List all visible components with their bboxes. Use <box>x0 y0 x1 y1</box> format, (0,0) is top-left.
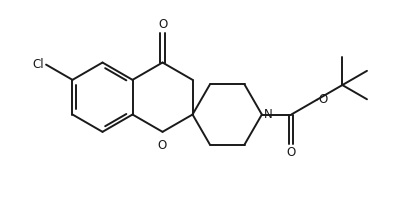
Text: O: O <box>158 19 167 31</box>
Text: Cl: Cl <box>32 58 44 71</box>
Text: O: O <box>287 146 296 158</box>
Text: O: O <box>318 93 328 106</box>
Text: N: N <box>263 108 272 121</box>
Text: O: O <box>157 138 166 152</box>
